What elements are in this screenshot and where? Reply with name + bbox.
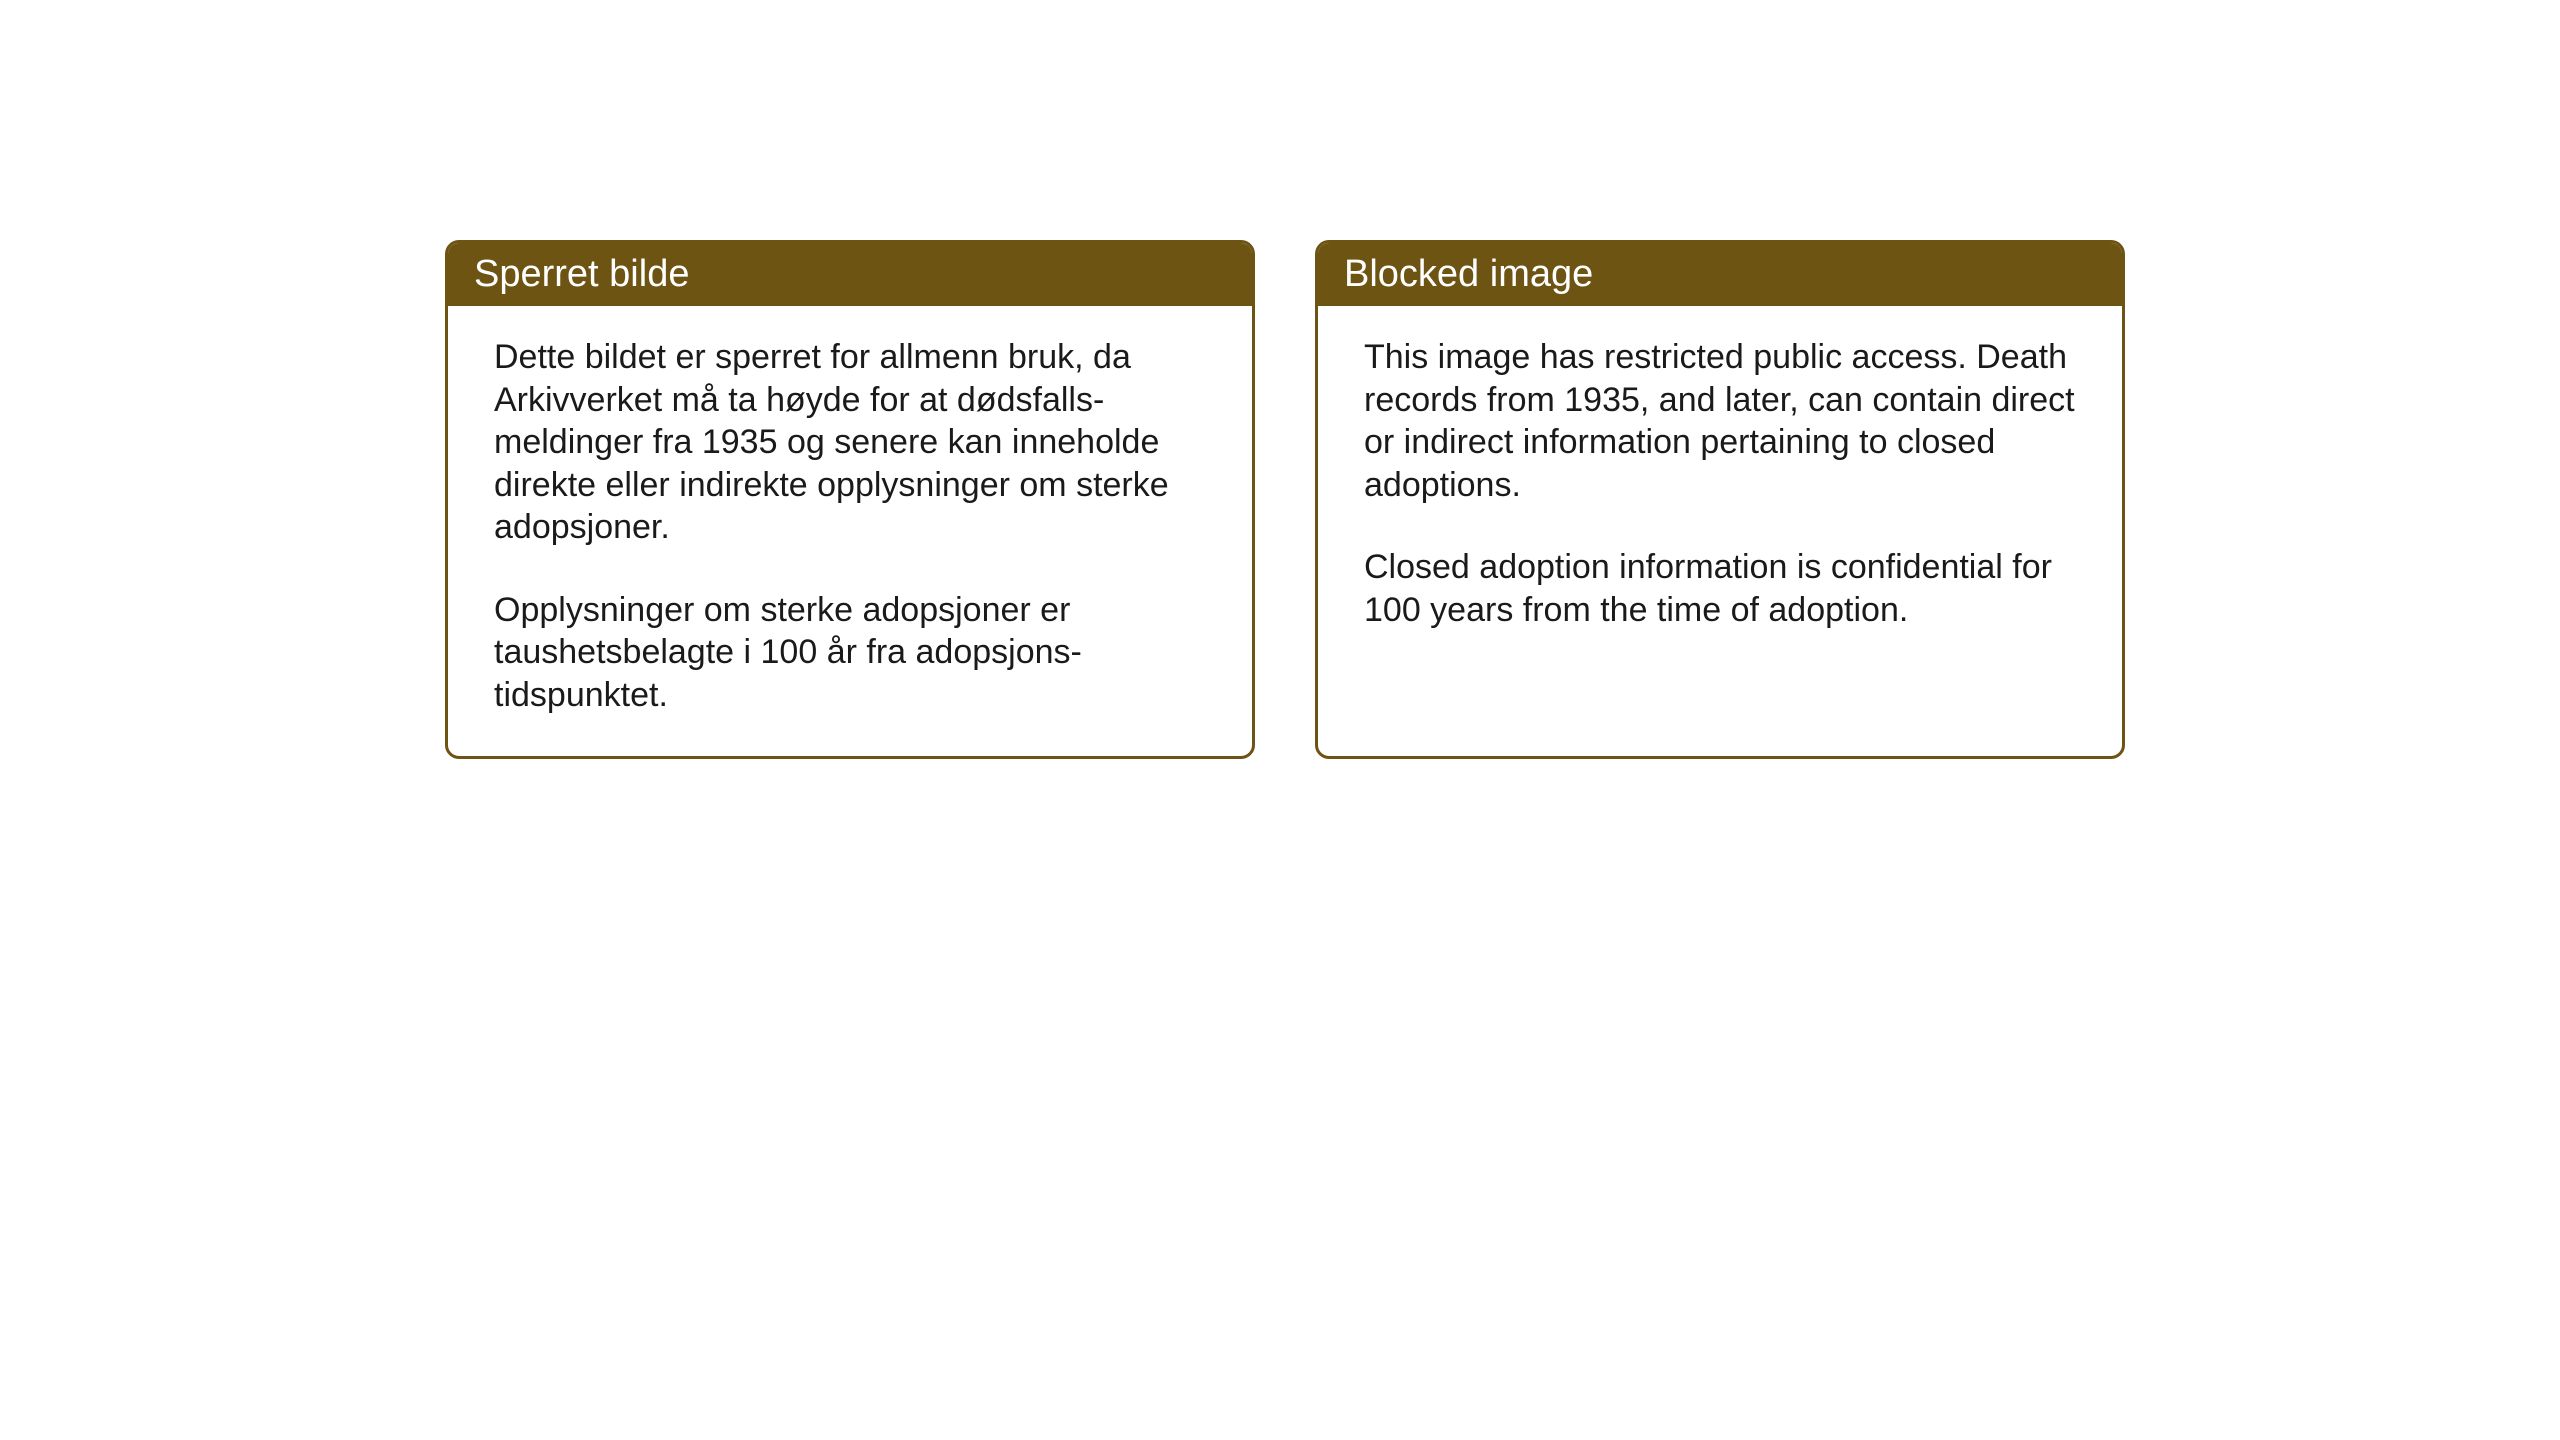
notice-container: Sperret bilde Dette bildet er sperret fo… <box>445 240 2125 759</box>
card-paragraph-2-english: Closed adoption information is confident… <box>1364 546 2076 631</box>
card-paragraph-1-norwegian: Dette bildet er sperret for allmenn bruk… <box>494 336 1206 549</box>
card-paragraph-2-norwegian: Opplysninger om sterke adopsjoner er tau… <box>494 589 1206 717</box>
card-header-norwegian: Sperret bilde <box>448 243 1252 306</box>
card-header-english: Blocked image <box>1318 243 2122 306</box>
card-title-english: Blocked image <box>1344 253 1593 295</box>
card-body-english: This image has restricted public access.… <box>1318 306 2122 736</box>
notice-card-english: Blocked image This image has restricted … <box>1315 240 2125 759</box>
card-title-norwegian: Sperret bilde <box>474 253 689 295</box>
card-body-norwegian: Dette bildet er sperret for allmenn bruk… <box>448 306 1252 756</box>
notice-card-norwegian: Sperret bilde Dette bildet er sperret fo… <box>445 240 1255 759</box>
card-paragraph-1-english: This image has restricted public access.… <box>1364 336 2076 506</box>
